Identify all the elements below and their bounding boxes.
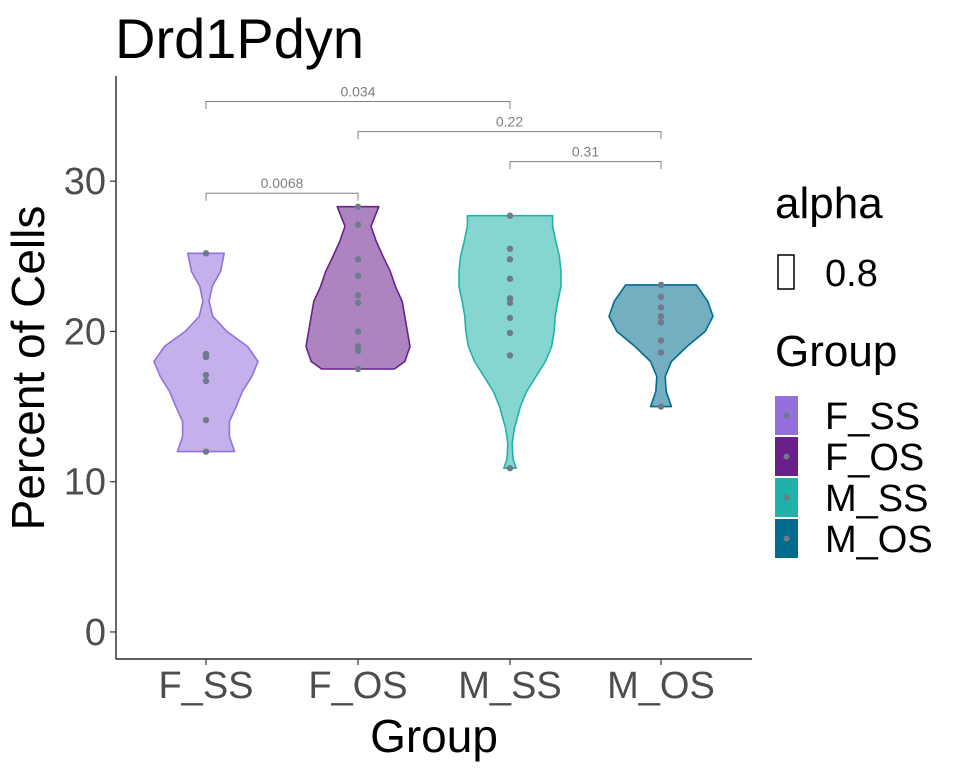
data-point xyxy=(506,295,514,302)
data-point xyxy=(506,464,514,472)
data-point xyxy=(354,203,362,210)
data-point xyxy=(506,275,514,283)
y-tick-label: 20 xyxy=(64,311,106,353)
data-point xyxy=(202,371,210,379)
data-point xyxy=(657,281,665,289)
x-tick-label: M_OS xyxy=(607,665,715,707)
x-tick-label: F_OS xyxy=(308,665,407,707)
data-point xyxy=(354,299,362,307)
legend: alpha 0.8 Group F_SSF_OSM_SSM_OS xyxy=(775,179,933,561)
legend-alpha-label: 0.8 xyxy=(825,253,878,295)
violin-M_SS xyxy=(458,214,562,469)
data-point xyxy=(506,256,514,263)
data-point xyxy=(354,347,362,355)
data-point xyxy=(354,256,362,263)
data-point xyxy=(506,329,514,337)
data-point xyxy=(354,365,362,373)
data-point xyxy=(657,313,665,320)
data-point xyxy=(506,314,514,322)
p-value-label: 0.22 xyxy=(496,114,523,130)
data-point xyxy=(506,352,514,359)
data-point xyxy=(506,245,514,252)
y-tick-label: 30 xyxy=(64,161,106,203)
data-point xyxy=(506,212,514,219)
violin-M_OS xyxy=(608,284,714,408)
data-point xyxy=(354,292,362,299)
p-value-label: 0.0068 xyxy=(261,175,304,191)
data-point xyxy=(657,403,665,410)
legend-label-M_OS: M_OS xyxy=(825,519,933,561)
data-point xyxy=(657,319,665,326)
comparison-bracket xyxy=(509,161,662,170)
data-point xyxy=(202,250,210,257)
y-tick-label: 10 xyxy=(64,462,106,504)
data-point xyxy=(202,353,210,361)
data-point xyxy=(657,349,665,356)
data-point xyxy=(354,272,362,280)
p-value-label: 0.31 xyxy=(572,144,599,160)
comparison-bracket xyxy=(357,131,662,140)
y-axis-title: Percent of Cells xyxy=(2,206,54,531)
data-point xyxy=(354,343,362,350)
p-value-label: 0.034 xyxy=(340,84,375,100)
legend-group-title: Group xyxy=(775,327,897,376)
plot-area: 0 10 20 30 F_SS F_OS M_SS M_OS 0.034 0.22 0.31 0.00… xyxy=(64,76,752,707)
data-point xyxy=(354,221,362,228)
legend-alpha-key xyxy=(777,254,795,290)
comparison-bracket xyxy=(205,101,511,110)
legend-label-F_SS: F_SS xyxy=(825,396,920,438)
data-point xyxy=(657,337,665,344)
data-point xyxy=(202,416,210,424)
legend-key-point xyxy=(783,494,790,501)
x-tick-label: F_SS xyxy=(158,665,253,707)
data-point xyxy=(354,328,362,335)
y-tick-label: 0 xyxy=(85,612,106,654)
legend-label-F_OS: F_OS xyxy=(825,437,924,479)
data-point xyxy=(202,377,210,385)
data-point xyxy=(506,299,514,307)
legend-alpha-title: alpha xyxy=(775,179,883,228)
comparison-bracket xyxy=(205,192,359,201)
legend-key-point xyxy=(783,453,790,460)
data-point xyxy=(657,304,665,311)
x-axis-title: Group xyxy=(370,710,498,762)
legend-key-point xyxy=(783,535,790,542)
chart-title: Drd1Pdyn xyxy=(115,7,364,70)
violin-F_OS xyxy=(305,205,411,370)
data-point xyxy=(657,293,665,301)
data-point xyxy=(202,448,210,455)
legend-label-M_SS: M_SS xyxy=(825,478,928,520)
x-tick-label: M_SS xyxy=(458,665,561,707)
legend-key-point xyxy=(783,412,790,419)
